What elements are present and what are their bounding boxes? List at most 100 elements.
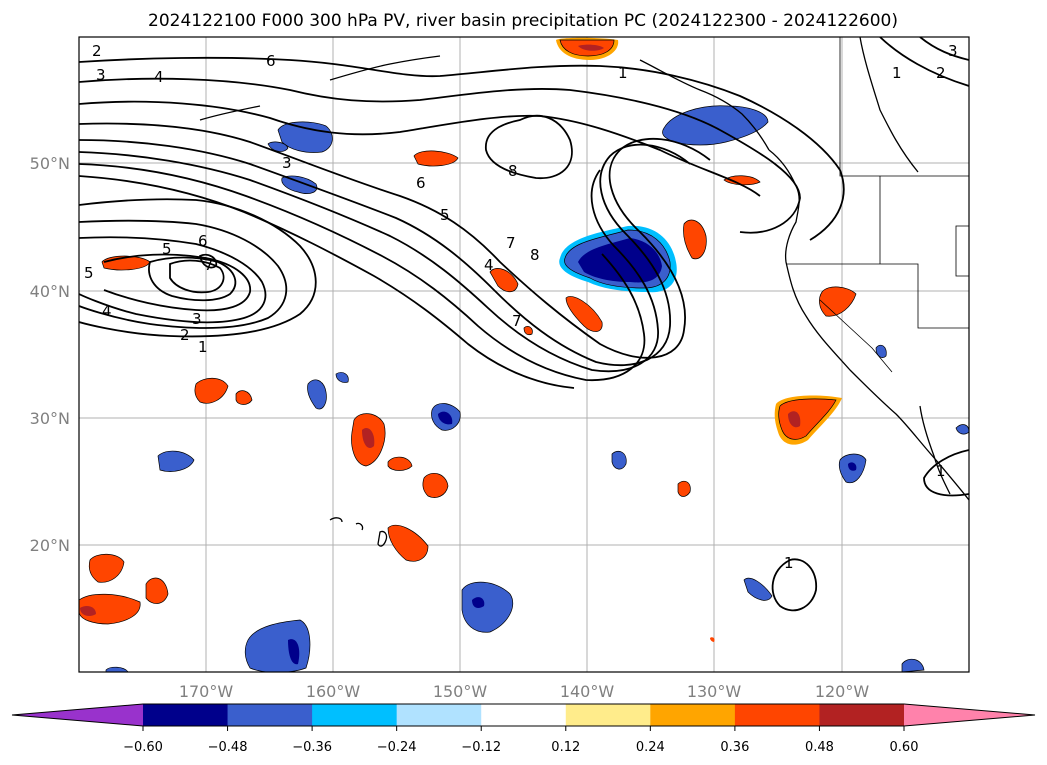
pv-contour-4 [79,122,711,359]
lat-label: 40°N [30,282,70,301]
coastline [859,37,919,173]
lon-label: 120°W [815,682,870,701]
contour-label: 1 [198,338,208,356]
colorbar-tick-label: 0.12 [551,740,580,755]
contour-label: 4 [484,256,494,274]
lon-label: 160°W [306,682,361,701]
colorbar-tick-label: −0.48 [208,740,248,755]
pv-contour-1-south [771,558,817,612]
pv-contour-1-west [79,198,317,338]
pv-contour-1-mexico [923,449,969,497]
precip-blob-neg [157,450,195,472]
colorbar-segment [481,704,567,726]
contour-label: 6 [198,232,208,250]
pv-contour-8 [79,175,575,389]
colorbar: −0.60 −0.48 −0.36 −0.24 −0.12 0.12 0.24 0.36 0.4… [11,703,1036,755]
precip-blob-pos [422,472,449,498]
contour-label: 7 [506,234,516,252]
contour-label: 6 [416,174,426,192]
precip-blob-pos [523,326,533,336]
contour-label: 6 [266,52,276,70]
precip-blob-pos [677,480,691,497]
colorbar-extend-max [904,704,1035,726]
contour-labels: 2 3 4 6 4 1 2 3 1 3 8 6 5 7 8 7 5 6 7 5 [84,42,958,572]
colorbar-tick-label: 0.36 [720,740,749,755]
colorbar-tick-label: −0.24 [377,740,417,755]
pv-contour-3-west [79,236,267,324]
contour-label: 1 [618,64,628,82]
precip-blob-pos [565,296,603,332]
pv-contour-3 [79,100,761,197]
border-us-canada [839,37,969,177]
pv-contour-4-west [103,253,251,312]
map-frame [78,36,970,673]
lon-label: 140°W [560,682,615,701]
contour-label: 3 [948,42,958,60]
precip-blob-neg [611,450,627,470]
pv-contour-8-closed [485,114,573,179]
precip-blob-neg [307,379,327,410]
colorbar-tick-label: −0.60 [123,740,163,755]
pv-contour-6-west [169,259,225,294]
colorbar-tick-label: −0.12 [461,740,501,755]
precip-blob-pos [387,524,429,562]
state-borders [955,225,969,277]
pv-contour-2-west [79,219,288,329]
precip-blob-pos [819,286,857,317]
contour-label: 5 [440,206,450,224]
contour-label: 7 [512,312,522,330]
precip-blob-neg [281,175,318,194]
precip-blob-neg [743,577,773,601]
coastline-baja [919,405,951,495]
contour-label: 7 [204,256,214,274]
pv-contour-2 [79,77,801,234]
pv-contour-7-west [198,253,218,269]
colorbar-segment [312,704,398,726]
contour-label: 2 [180,326,190,344]
contour-label: 8 [530,246,540,264]
colorbar-segments [143,704,905,726]
precip-blob-pos [489,268,519,293]
colorbar-ticks: −0.60 −0.48 −0.36 −0.24 −0.12 0.12 0.24 0.36 0.4… [123,726,918,755]
precip-blob-neg [901,658,925,672]
colorbar-tick-label: 0.48 [805,740,834,755]
coastline-aleutians [199,105,261,121]
coastline-west-coast [768,149,969,501]
precip-blob-neg [955,424,969,435]
colorbar-segment [227,704,313,726]
colorbar-tick-label: −0.36 [292,740,332,755]
precip-blob-pos [387,456,413,471]
precip-blob-pos [778,398,837,440]
colorbar-segment [565,704,651,726]
precip-blob-neg [461,581,514,633]
lat-label: 30°N [30,409,70,428]
colorbar-segment [650,704,736,726]
lon-labels: 170°W 160°W 150°W 140°W 130°W 120°W [179,682,870,701]
contour-label: 4 [102,302,112,320]
contour-label: 3 [192,310,202,328]
colorbar-segment [734,704,820,726]
contour-label: 3 [282,154,292,172]
lon-label: 150°W [433,682,488,701]
precip-blob-neg-core [288,639,300,665]
precip-blob-pos [710,637,715,642]
precip-blob-pos [723,175,761,186]
precip-blob-neg [277,121,333,153]
pv-contour-6 [79,151,659,373]
precip-blob-neg [267,141,289,152]
precip-blob-pos [88,553,125,583]
precip-blob-neg-core [848,462,857,471]
precip-field [79,37,969,672]
contour-label: 8 [508,162,518,180]
precip-blob-pos-core [80,606,96,616]
lat-label: 20°N [30,536,70,555]
figure-title: 2024122100 F000 300 hPa PV, river basin … [148,11,898,31]
contour-label: 5 [84,264,94,282]
precip-blob-pos [79,593,141,625]
contour-label: 2 [92,42,102,60]
gridlines [79,37,969,672]
contour-label: 5 [162,240,172,258]
contour-label: 4 [154,68,164,86]
precip-blob-pos-core [788,411,801,428]
precip-blob-pos [413,150,459,167]
